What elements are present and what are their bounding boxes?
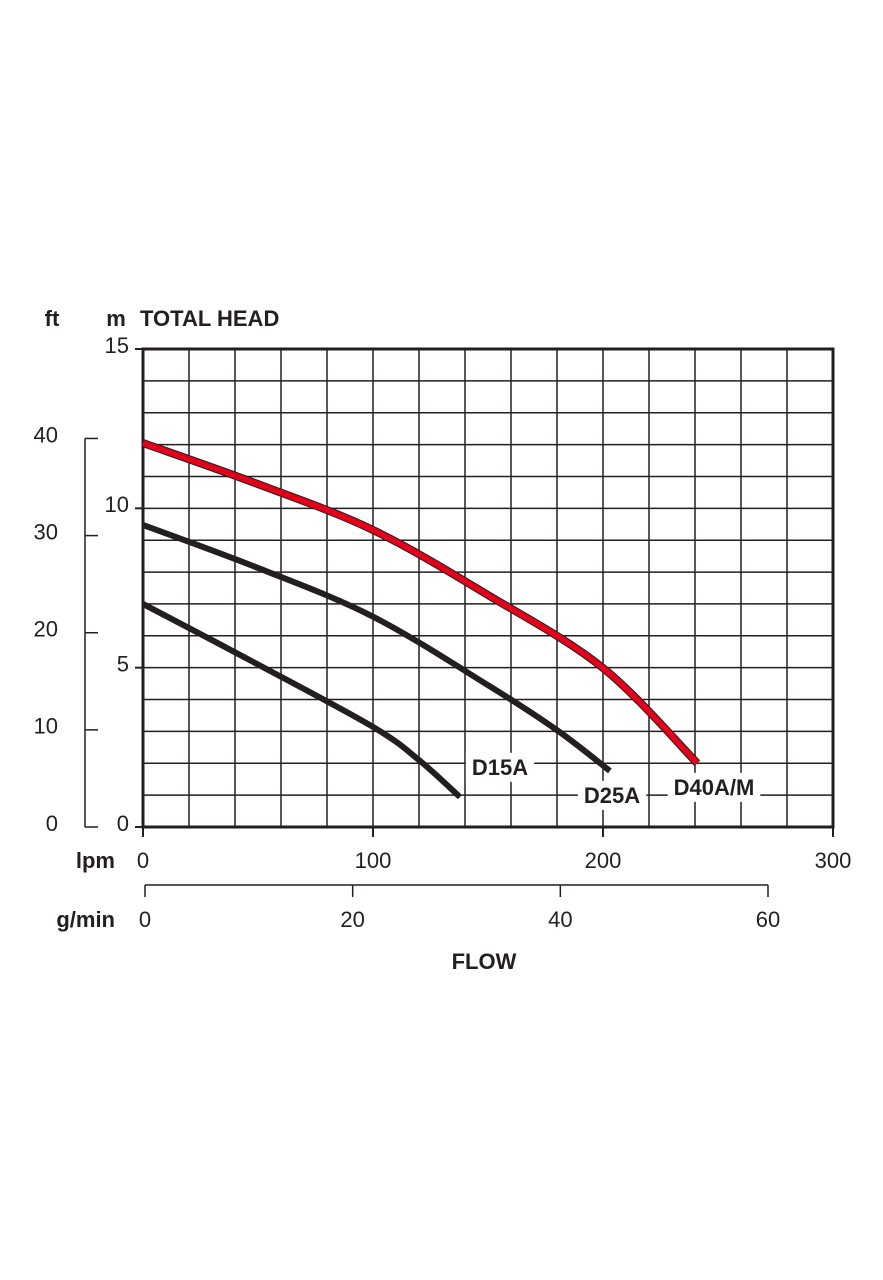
line — [141, 440, 700, 766]
x-unit: lpm — [76, 848, 115, 873]
series-label: D25A — [584, 783, 640, 808]
x-tick-label: 200 — [585, 848, 622, 873]
y-title: TOTAL HEAD — [140, 306, 279, 331]
line — [141, 601, 462, 800]
y2-unit: ft — [45, 306, 60, 331]
label-bg — [667, 772, 761, 802]
y-unit: m — [106, 306, 126, 331]
x2-tick-label: 40 — [548, 907, 572, 932]
label-bg — [465, 752, 535, 782]
y-tick-label: 0 — [117, 811, 129, 836]
label-bg — [577, 780, 647, 810]
series-label: D40A/M — [674, 775, 755, 800]
x2-tick-label: 0 — [139, 907, 151, 932]
y2-tick-label: 10 — [34, 714, 58, 739]
y-tick-label: 10 — [105, 492, 129, 517]
x-tick-label: 100 — [355, 848, 392, 873]
series-label: D15A — [472, 755, 528, 780]
x2-tick-label: 20 — [340, 907, 364, 932]
plot-frame — [141, 347, 835, 829]
x-tick-label: 300 — [815, 848, 852, 873]
y2-tick-label: 30 — [34, 519, 58, 544]
y-tick-label: 5 — [117, 651, 129, 676]
line-outline — [141, 439, 701, 767]
x2-unit: g/min — [56, 907, 115, 932]
line — [141, 522, 612, 774]
y2-tick-label: 20 — [34, 617, 58, 642]
x2-tick-label: 60 — [756, 907, 780, 932]
y-tick-label: 15 — [105, 333, 129, 358]
y2-tick-label: 0 — [46, 811, 58, 836]
x-tick-label: 0 — [137, 848, 149, 873]
x-title: FLOW — [452, 949, 517, 974]
y2-tick-label: 40 — [34, 422, 58, 447]
